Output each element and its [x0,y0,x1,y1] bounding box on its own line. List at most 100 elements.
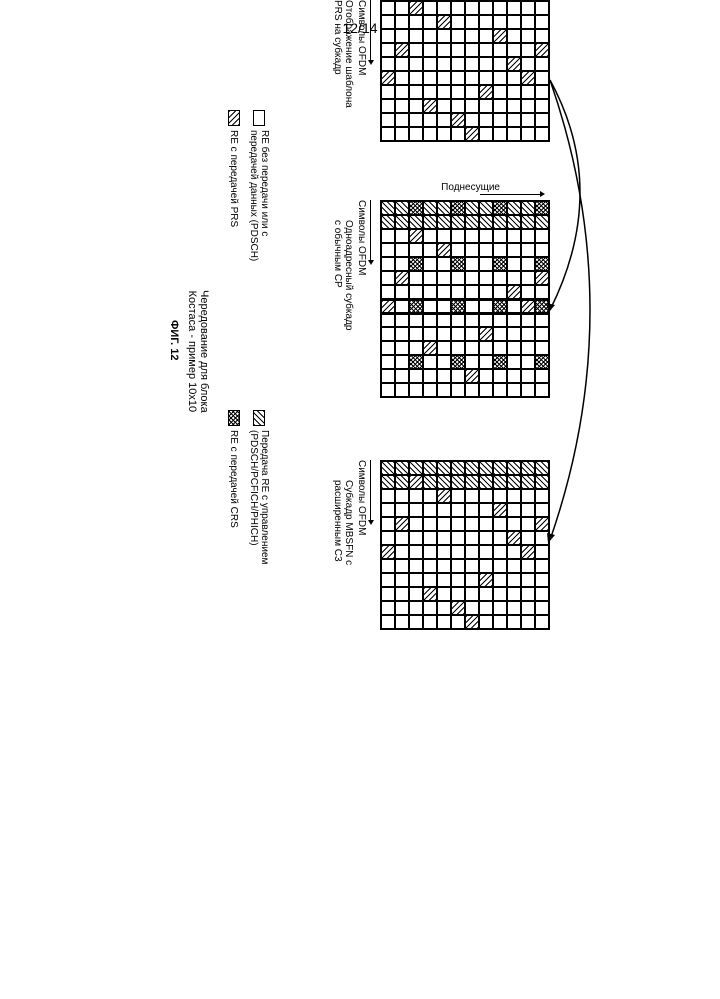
grid-cell [437,285,451,299]
grid-cell [395,299,409,313]
grid-cell [493,545,507,559]
grid-cell [521,369,535,383]
grid-cell [437,243,451,257]
grid-cell [409,601,423,615]
grid-cell [395,1,409,15]
grid-cell [423,559,437,573]
grid-cell [423,99,437,113]
grid-cell [479,475,493,489]
grid-cell [423,355,437,369]
grid-cell [507,257,521,271]
grid-cell [409,229,423,243]
grid-1-x-arrow [370,0,371,60]
grid-cell [493,285,507,299]
grid-cell [409,201,423,215]
grid-cell [493,113,507,127]
grid-cell [423,517,437,531]
grid-cell [381,57,395,71]
grid-cell [437,313,451,327]
grid-2-title: Одноадресный субкадр с обычным CP [332,220,354,330]
grid-cell [521,229,535,243]
grid-cell [423,15,437,29]
grid-cell [451,85,465,99]
grid-cell [451,15,465,29]
grid-cell [507,1,521,15]
grid-cell [493,215,507,229]
grid-cell [507,57,521,71]
grid-cell [395,15,409,29]
grid-cell [451,285,465,299]
grid-cell [409,489,423,503]
grid-cell [423,201,437,215]
grid-cell [521,573,535,587]
grid-cell [423,71,437,85]
grid-cell [437,355,451,369]
grid-cell [493,99,507,113]
grid-cell [479,271,493,285]
grid-cell [493,355,507,369]
grid-cell [465,285,479,299]
grid-cell [409,341,423,355]
grid-cell [451,271,465,285]
grid-cell [465,587,479,601]
grid-cell [479,285,493,299]
grid-cell [521,15,535,29]
grid-cell [395,215,409,229]
grid-cell [507,229,521,243]
grid-cell [479,369,493,383]
grid-cell [423,503,437,517]
grid-cell [437,327,451,341]
grid-cell [423,113,437,127]
grid-2 [380,200,550,398]
grid-cell [437,57,451,71]
grid-cell [479,615,493,629]
grid-cell [493,257,507,271]
grid-cell [423,461,437,475]
grid-cell [409,531,423,545]
grid-cell [437,369,451,383]
grid-cell [507,601,521,615]
grid-cell [507,271,521,285]
legend-empty-box [253,110,265,126]
grid-cell [451,531,465,545]
grid-cell [395,573,409,587]
grid-cell [465,201,479,215]
grid-cell [451,489,465,503]
grid-cell [409,113,423,127]
grid-cell [395,587,409,601]
grid-cell [521,57,535,71]
grid-cell [409,215,423,229]
grid-cell [535,1,549,15]
grid-cell [437,15,451,29]
grid-cell [507,587,521,601]
grid-cell [493,71,507,85]
grid-cell [493,531,507,545]
grid-cell [437,517,451,531]
grid-cell [409,383,423,397]
grid-cell [479,341,493,355]
grid-cell [493,271,507,285]
grid-cell [465,85,479,99]
grid-cell [395,383,409,397]
grid-cell [381,215,395,229]
grid-cell [521,545,535,559]
grid-cell [507,285,521,299]
grid-cell [507,15,521,29]
grid-cell [381,489,395,503]
grid-cell [465,461,479,475]
grid-cell [465,313,479,327]
grid-cell [437,29,451,43]
grid-cell [465,601,479,615]
grid-cell [507,71,521,85]
grid-cell [493,229,507,243]
grid-cell [451,243,465,257]
grid-cell [479,215,493,229]
grid-cell [381,341,395,355]
grid-cell [409,327,423,341]
grid-cell [507,383,521,397]
grid-cell [479,99,493,113]
grid-cell [507,299,521,313]
grid-cell [479,243,493,257]
grid-cell [535,601,549,615]
grid-2-x-arrow [370,200,371,260]
